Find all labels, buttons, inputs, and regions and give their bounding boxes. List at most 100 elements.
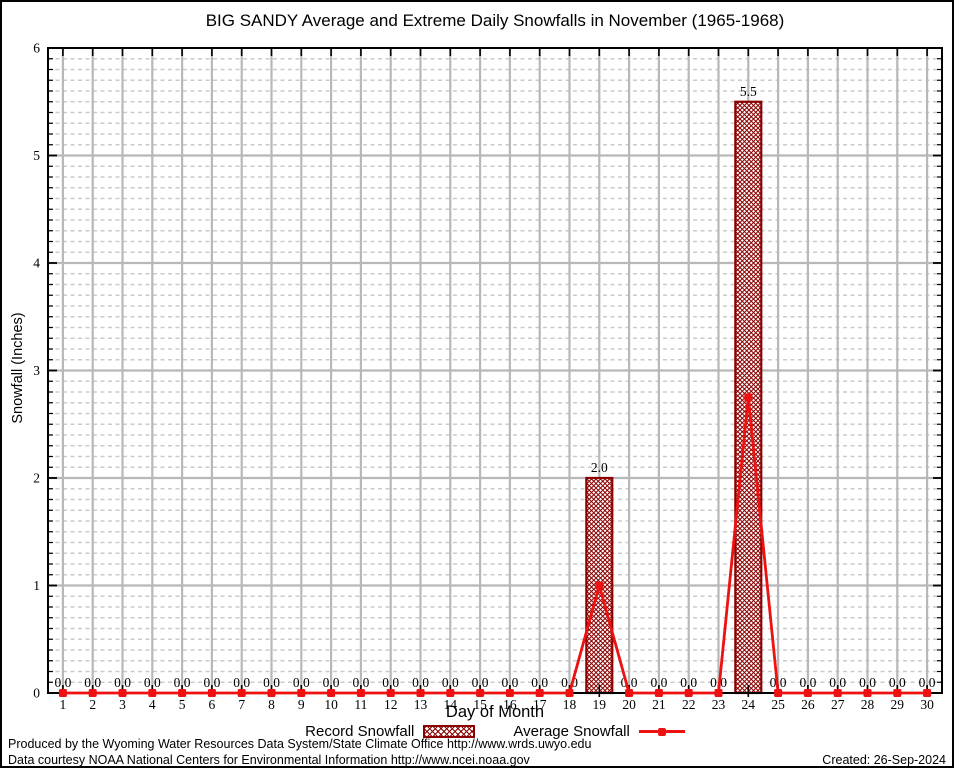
average-marker <box>565 689 574 697</box>
x-tick-label: 12 <box>384 697 398 712</box>
bar-value-label: 0.0 <box>352 675 369 690</box>
average-marker <box>356 689 365 697</box>
average-marker <box>327 689 336 697</box>
average-marker <box>178 689 187 697</box>
bar-value-label: 0.0 <box>680 675 697 690</box>
x-tick-label: 9 <box>298 697 305 712</box>
x-tick-label: 16 <box>503 697 517 712</box>
bar-value-label: 0.0 <box>54 675 71 690</box>
bar-value-label: 0.0 <box>233 675 250 690</box>
bar-value-label: 0.0 <box>829 675 846 690</box>
bar-value-label: 0.0 <box>203 675 220 690</box>
average-marker <box>803 689 812 697</box>
average-marker <box>684 689 693 697</box>
x-tick-label: 13 <box>414 697 428 712</box>
bar-value-label: 0.0 <box>412 675 429 690</box>
x-tick-label: 8 <box>268 697 275 712</box>
average-marker <box>416 689 425 697</box>
x-tick-label: 14 <box>444 697 458 712</box>
bar-value-label: 5.5 <box>740 84 757 99</box>
y-tick-label: 0 <box>33 686 40 701</box>
average-marker <box>654 689 663 697</box>
average-line <box>62 395 928 695</box>
bar-value-label: 0.0 <box>114 675 131 690</box>
footer-data-courtesy: Data courtesy NOAA National Centers for … <box>8 752 530 767</box>
y-tick-label: 4 <box>33 256 40 271</box>
average-marker <box>297 689 306 697</box>
y-tick-label: 6 <box>33 41 40 56</box>
average-marker <box>207 689 216 697</box>
y-tick-label: 1 <box>33 578 40 593</box>
x-tick-label: 1 <box>60 697 67 712</box>
bar-value-label: 2.0 <box>591 460 608 475</box>
x-axis-label: Day of Month <box>445 703 545 721</box>
y-tick-label: 3 <box>33 363 40 378</box>
bar-value-label: 0.0 <box>650 675 667 690</box>
legend-item-average: Average Snowfall <box>513 723 685 740</box>
x-tick-label: 2 <box>89 697 96 712</box>
x-tick-label: 21 <box>652 697 666 712</box>
bar-value-label: 0.0 <box>293 675 310 690</box>
x-tick-label: 4 <box>149 697 156 712</box>
average-marker <box>595 581 604 590</box>
average-marker-icon <box>657 727 666 736</box>
x-tick-label: 7 <box>238 697 245 712</box>
x-tick-label: 28 <box>861 697 875 712</box>
legend-item-record: Record Snowfall <box>305 723 476 740</box>
average-marker <box>58 689 67 697</box>
bar-value-label: 0.0 <box>889 675 906 690</box>
x-tick-label: 3 <box>119 697 126 712</box>
x-tick-label: 30 <box>920 697 934 712</box>
average-marker <box>118 689 127 697</box>
legend-record-label: Record Snowfall <box>305 723 415 740</box>
x-tick-label: 27 <box>831 697 845 712</box>
average-marker <box>505 689 514 697</box>
bar-value-label: 0.0 <box>323 675 340 690</box>
x-tick-label: 24 <box>742 697 756 712</box>
footer-created-date: Created: 26-Sep-2024 <box>822 752 946 767</box>
average-marker <box>88 689 97 697</box>
average-marker <box>744 393 753 402</box>
x-tick-label: 29 <box>891 697 905 712</box>
bar-value-label: 0.0 <box>442 675 459 690</box>
average-marker <box>148 689 157 697</box>
footer-produced-by: Produced by the Wyoming Water Resources … <box>8 737 592 751</box>
bar-value-label: 0.0 <box>531 675 548 690</box>
x-tick-label: 20 <box>622 697 636 712</box>
average-marker <box>625 689 634 697</box>
bar-value-label: 0.0 <box>263 675 280 690</box>
average-marker <box>893 689 902 697</box>
average-marker <box>446 689 455 697</box>
y-tick-label: 5 <box>33 148 40 163</box>
chart-title: BIG SANDY Average and Extreme Daily Snow… <box>205 11 785 30</box>
average-marker <box>714 689 723 697</box>
bar-value-label: 0.0 <box>84 675 101 690</box>
x-tick-label: 6 <box>209 697 216 712</box>
average-marker <box>774 689 783 697</box>
bar-value-label: 0.0 <box>919 675 936 690</box>
bar-value-label: 0.0 <box>144 675 161 690</box>
x-tick-label: 22 <box>682 697 696 712</box>
x-tick-label: 23 <box>712 697 726 712</box>
x-tick-label: 17 <box>533 697 547 712</box>
average-marker <box>386 689 395 697</box>
y-tick-label: 2 <box>33 471 40 486</box>
x-tick-label: 15 <box>473 697 487 712</box>
average-marker <box>833 689 842 697</box>
x-tick-label: 25 <box>771 697 785 712</box>
bar-value-label: 0.0 <box>174 675 191 690</box>
bar-value-label: 0.0 <box>472 675 489 690</box>
x-tick-label: 19 <box>593 697 607 712</box>
x-tick-label: 10 <box>324 697 338 712</box>
x-tick-label: 18 <box>563 697 577 712</box>
average-marker <box>237 689 246 697</box>
x-tick-label: 5 <box>179 697 186 712</box>
footer: Produced by the Wyoming Water Resources … <box>8 737 946 767</box>
bar-value-label: 0.0 <box>382 675 399 690</box>
record-swatch-icon <box>423 725 476 738</box>
average-marker <box>923 689 932 697</box>
chart-legend: Record Snowfall Average Snowfall <box>48 723 942 740</box>
